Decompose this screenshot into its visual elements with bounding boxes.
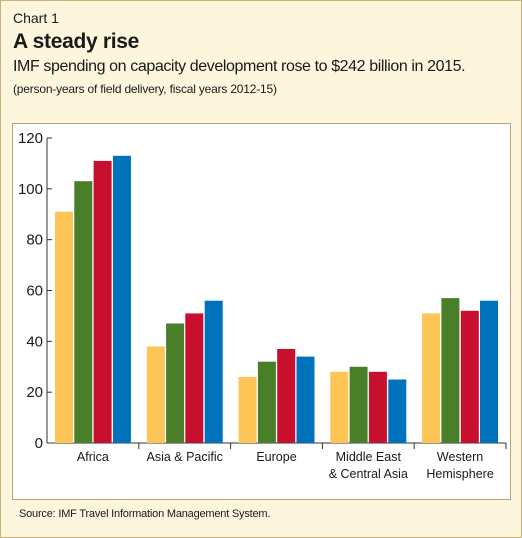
chart-unit-note: (person-years of field delivery, fiscal … bbox=[13, 82, 277, 96]
bar-3-4 bbox=[368, 371, 387, 443]
x-category-label: Western bbox=[437, 450, 483, 464]
plot-panel: 0 20 40 60 80 100 120 Africa Asia & Pacific Europ… bbox=[12, 123, 511, 500]
y-tick-label: 20 bbox=[26, 384, 43, 401]
x-category-label: Middle East bbox=[336, 450, 402, 464]
bar-1-1 bbox=[55, 211, 73, 443]
bar-1-3 bbox=[238, 376, 257, 443]
bar-4-4 bbox=[388, 379, 407, 443]
bar-1-5 bbox=[422, 313, 441, 443]
y-tick-label: 80 bbox=[26, 232, 43, 249]
chart-title: A steady rise bbox=[13, 30, 140, 53]
bar-1-4 bbox=[330, 371, 349, 443]
x-category-label: Europe bbox=[256, 450, 296, 464]
chart-header: Chart 1 A steady rise IMF spending on ca… bbox=[13, 9, 511, 98]
bar-2-5 bbox=[441, 298, 460, 443]
bar-4-3 bbox=[296, 356, 315, 443]
bar-3-2 bbox=[185, 313, 204, 443]
bar-3-1 bbox=[93, 160, 112, 443]
bar-2-3 bbox=[257, 361, 276, 443]
bar-chart: 0 20 40 60 80 100 120 Africa Asia & Pacific Europ… bbox=[18, 130, 507, 481]
bar-4-2 bbox=[204, 300, 223, 443]
bar-1-2 bbox=[146, 346, 165, 443]
bar-3-5 bbox=[460, 310, 479, 443]
chart-number: Chart 1 bbox=[13, 10, 59, 26]
source-note: Source: IMF Travel Information Managemen… bbox=[19, 508, 271, 520]
bar-2-2 bbox=[166, 323, 185, 443]
y-tick-label: 40 bbox=[26, 333, 43, 350]
x-category-label: & Central Asia bbox=[329, 467, 408, 481]
x-category-label: Asia & Pacific bbox=[146, 450, 222, 464]
bar-4-1 bbox=[112, 155, 131, 444]
bar-3-3 bbox=[277, 349, 296, 443]
y-tick-label: 0 bbox=[35, 435, 43, 452]
y-tick-label: 60 bbox=[26, 283, 43, 300]
y-tick-label: 100 bbox=[18, 181, 43, 198]
x-category-label: Hemisphere bbox=[426, 467, 493, 481]
bar-2-1 bbox=[74, 181, 93, 443]
bar-4-5 bbox=[480, 300, 498, 443]
bar-2-4 bbox=[349, 366, 368, 444]
chart-subtitle: IMF spending on capacity development ros… bbox=[13, 58, 466, 75]
x-category-label: Africa bbox=[77, 450, 109, 464]
y-tick-label: 120 bbox=[18, 130, 43, 147]
